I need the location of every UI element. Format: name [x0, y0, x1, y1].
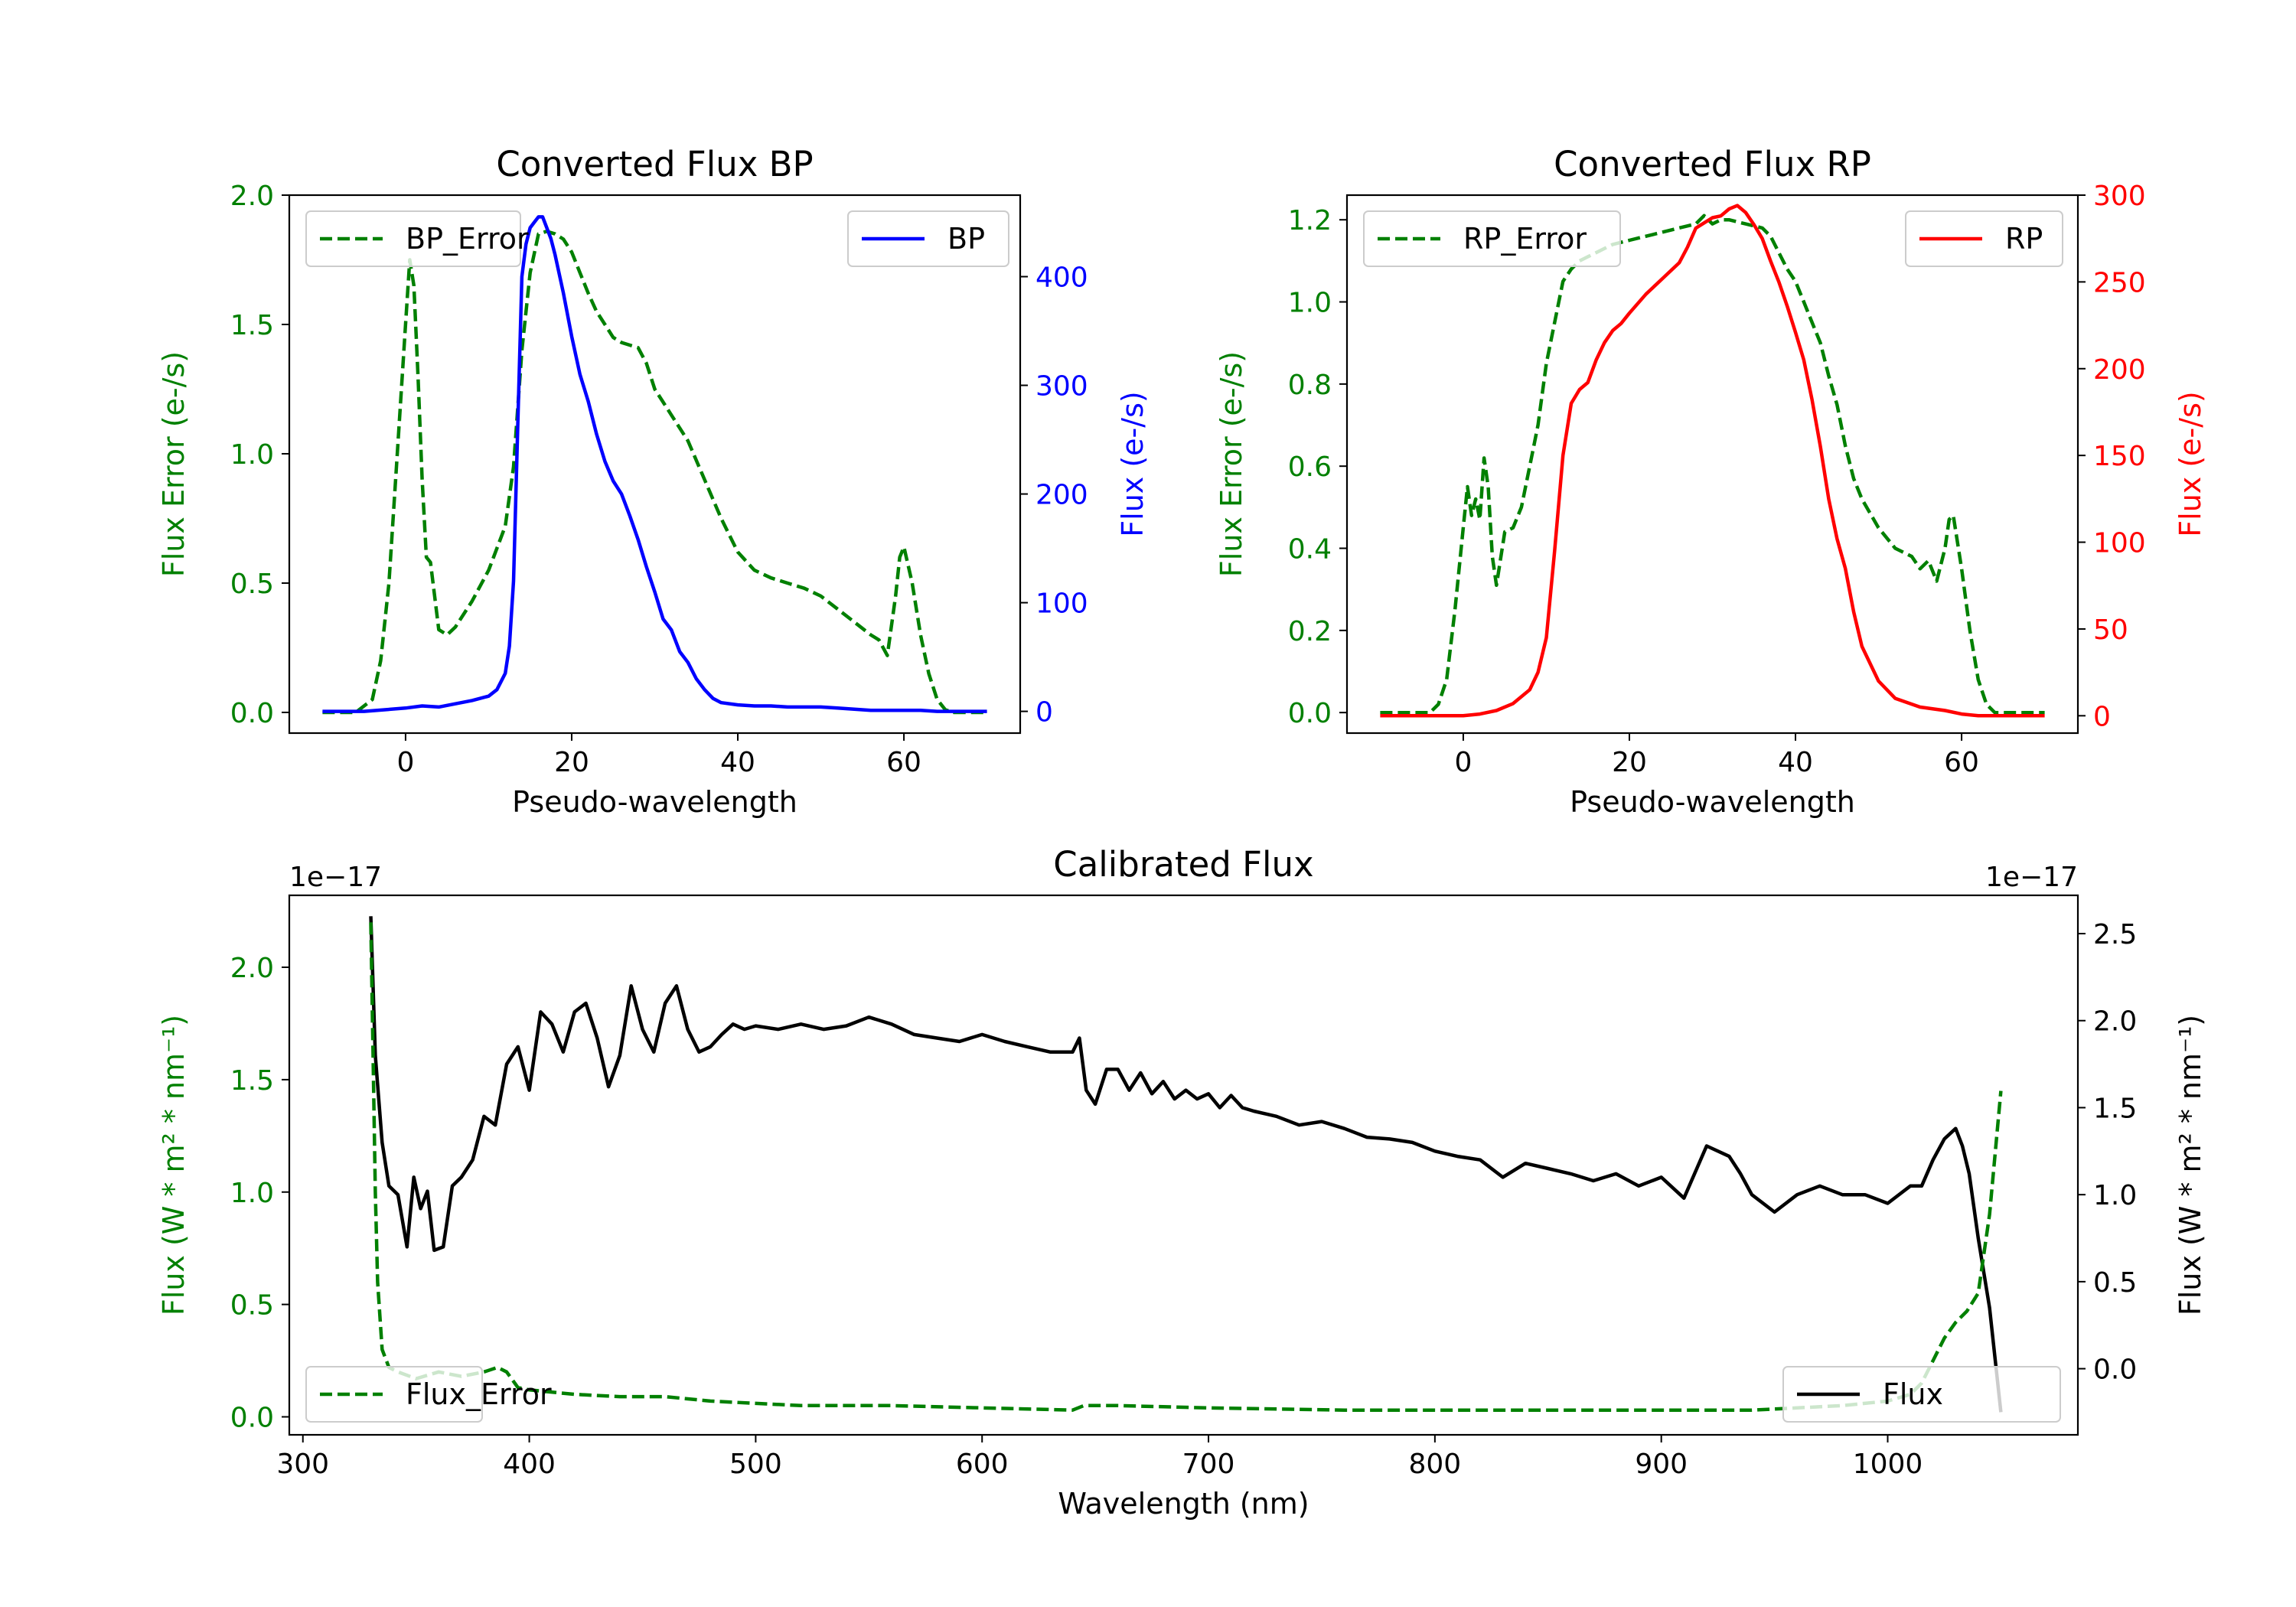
plot-frame — [288, 894, 2079, 1436]
y-right-tick-label: 200 — [2093, 354, 2146, 386]
y-right-tick-label: 0 — [2093, 701, 2111, 732]
y-right-tick-label: 0.0 — [2093, 1354, 2137, 1386]
y-right-tick-label: 0.5 — [2093, 1267, 2137, 1299]
x-tick-label: 700 — [1182, 1449, 1235, 1480]
y-right-tick-label: 300 — [2093, 181, 2146, 212]
series-line-flux-error — [369, 922, 2003, 1412]
y-right-tick-label: 1.0 — [2093, 1180, 2137, 1211]
plot-frame — [288, 194, 1022, 735]
x-tick-label: 40 — [720, 747, 755, 778]
legend-box — [1905, 210, 2063, 267]
y-right-axis-label: Flux (W * m² * nm⁻¹) — [2174, 1015, 2207, 1315]
x-axis-label: Pseudo-wavelength — [1570, 785, 1855, 819]
y-left-axis-label: Flux (W * m² * nm⁻¹) — [157, 1015, 191, 1315]
y-left-tick-label: 1.0 — [230, 439, 274, 471]
legend-box — [1782, 1366, 2061, 1423]
legend-label: BP — [947, 222, 985, 256]
y-right-tick-label: 400 — [1035, 262, 1088, 294]
legend-box — [1363, 210, 1621, 267]
legend-left: RP_Error — [1363, 210, 1621, 267]
y-left-tick-label: 0.4 — [1288, 534, 1332, 566]
y-right-tick-label: 0 — [1035, 697, 1053, 729]
y-right-tick-label: 100 — [1035, 588, 1088, 620]
series-line-bp — [322, 215, 987, 713]
legend-label: RP — [2005, 222, 2043, 256]
x-tick-label: 60 — [886, 747, 921, 778]
legend-left: Flux_Error — [305, 1366, 552, 1423]
y-right-tick-label: 300 — [1035, 371, 1088, 403]
legend-label: RP_Error — [1463, 222, 1587, 256]
legend-label: Flux — [1883, 1377, 1943, 1411]
y-left-tick-label: 1.5 — [230, 1065, 274, 1097]
y-left-tick-label: 0.5 — [230, 569, 274, 600]
y-left-tick-label: 0.0 — [230, 1403, 274, 1434]
y-left-axis-label: Flux Error (e-/s) — [157, 351, 191, 577]
x-tick-label: 600 — [956, 1449, 1009, 1480]
legend-label: BP_Error — [406, 222, 529, 256]
legend-right: BP — [847, 210, 1009, 267]
x-tick-label: 300 — [276, 1449, 329, 1480]
y-right-axis-label: Flux (e-/s) — [1116, 391, 1150, 536]
y-right-tick-label: 2.5 — [2093, 919, 2137, 950]
y-right-offset-text: 1e−17 — [1985, 862, 2078, 893]
legend-left: BP_Error — [305, 210, 529, 267]
legend-box — [305, 1366, 483, 1423]
legend-label: Flux_Error — [406, 1377, 552, 1411]
y-right-tick-label: 100 — [2093, 528, 2146, 559]
y-left-tick-label: 0.0 — [1288, 698, 1332, 729]
chart-title: Calibrated Flux — [1053, 844, 1313, 885]
y-left-tick-label: 0.8 — [1288, 370, 1332, 401]
y-right-axis-label: Flux (e-/s) — [2174, 391, 2207, 536]
legend-right: Flux — [1782, 1366, 2061, 1423]
x-tick-label: 60 — [1944, 747, 1979, 778]
y-right-tick-label: 1.5 — [2093, 1093, 2137, 1124]
y-right-tick-label: 250 — [2093, 267, 2146, 298]
chart-title: Converted Flux BP — [496, 144, 813, 184]
series-line-rp — [1380, 204, 2045, 718]
plot-frame — [1345, 194, 2079, 735]
y-left-tick-label: 1.0 — [1288, 288, 1332, 319]
x-axis-label: Wavelength (nm) — [1058, 1487, 1309, 1521]
x-tick-label: 500 — [729, 1449, 782, 1480]
panel-rp: Converted Flux RP 0 20 40 60 0.0 0.2 0.4 0.6 0.8 1… — [1215, 144, 2207, 819]
y-left-tick-label: 2.0 — [230, 953, 274, 984]
x-tick-label: 400 — [503, 1449, 556, 1480]
legend-right: RP — [1905, 210, 2063, 267]
y-left-axis-label: Flux Error (e-/s) — [1215, 351, 1248, 577]
y-left-tick-label: 0.6 — [1288, 451, 1332, 483]
x-tick-label: 1000 — [1853, 1449, 1923, 1480]
series-line-rp-error — [1380, 214, 2045, 715]
y-right-tick-label: 50 — [2093, 614, 2128, 646]
y-left-tick-label: 0.2 — [1288, 616, 1332, 647]
legend-box — [847, 210, 1009, 267]
y-left-tick-label: 1.0 — [230, 1178, 274, 1209]
x-tick-label: 40 — [1778, 747, 1813, 778]
y-left-tick-label: 0.5 — [230, 1290, 274, 1322]
y-left-tick-label: 1.2 — [1288, 205, 1332, 236]
panel-bp: Converted Flux BP 0 20 40 60 0.0 0.5 1.0 1.5 2.0 0… — [157, 144, 1150, 819]
panel-calibrated: Calibrated Flux 300 400 500 600 700 800 900 1000… — [157, 844, 2207, 1521]
x-tick-label: 0 — [1454, 747, 1472, 778]
x-tick-label: 20 — [554, 747, 589, 778]
y-right-tick-label: 2.0 — [2093, 1006, 2137, 1038]
x-axis-label: Pseudo-wavelength — [512, 785, 797, 819]
x-tick-label: 20 — [1612, 747, 1647, 778]
y-right-tick-label: 150 — [2093, 441, 2146, 472]
series-line-bp-error — [322, 230, 987, 715]
y-left-tick-label: 2.0 — [230, 181, 274, 212]
y-right-tick-label: 200 — [1035, 480, 1088, 511]
series-line-flux — [369, 916, 2003, 1413]
y-left-offset-text: 1e−17 — [289, 862, 382, 893]
x-tick-label: 0 — [396, 747, 414, 778]
legend-box — [305, 210, 521, 267]
x-tick-label: 900 — [1635, 1449, 1688, 1480]
chart-title: Converted Flux RP — [1554, 144, 1871, 184]
y-left-tick-label: 1.5 — [230, 310, 274, 341]
y-left-tick-label: 0.0 — [230, 698, 274, 729]
x-tick-label: 800 — [1409, 1449, 1462, 1480]
